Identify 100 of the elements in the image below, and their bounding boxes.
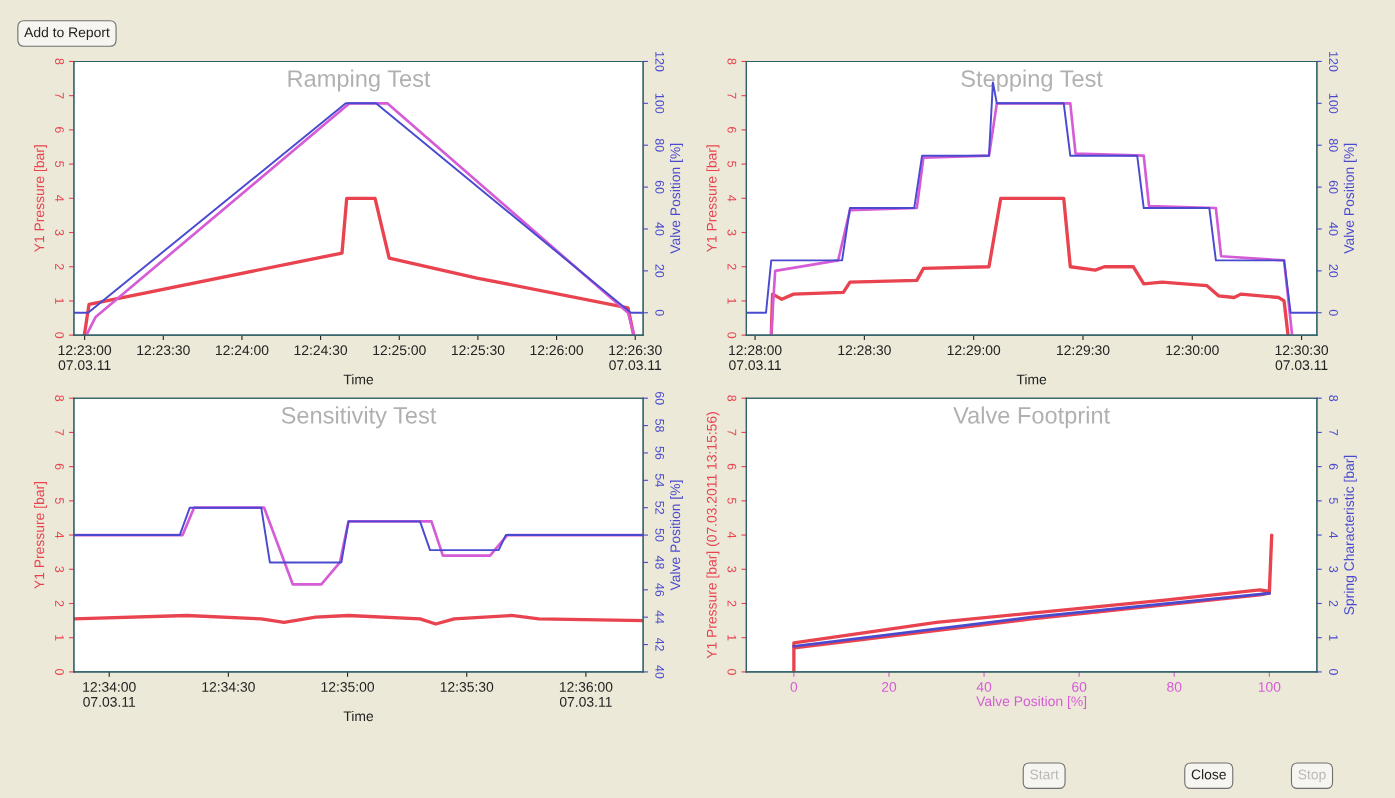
x-axis-title: Time [343,710,374,722]
y2-tick-label: 120 [1329,51,1338,72]
y2-tick-label: 5 [1329,497,1338,504]
x-tick-label: 12:34:00 07.03.11 [83,682,136,707]
chart-title: Sensitivity Test [281,406,437,429]
y2-tick-label: 2 [1329,600,1338,607]
y2-tick-label: 58 [655,419,665,432]
y-tick-label: 7 [55,92,64,99]
y-tick-label: 1 [727,298,737,304]
y2-tick-label: 52 [655,501,665,515]
y-tick-label: 1 [55,298,64,304]
y-tick-label: 8 [55,395,64,402]
x-tick-label: 12:30:00 [1166,345,1219,356]
y-axis-title: Y1 Pressure [bar] (07.03.2011 13:15:56) [706,412,720,659]
y-tick-label: 0 [727,332,737,339]
y2-tick-label: 100 [1329,93,1338,114]
x-tick-label: 12:36:00 07.03.11 [559,682,613,707]
y-tick-label: 5 [727,497,737,504]
x-tick-label: 40 [976,682,992,692]
y2-tick-label: 120 [655,51,665,72]
y2-tick-label: 42 [655,637,665,651]
y2-axis-title: Spring Characteristic [bar] [1343,455,1357,615]
y-tick-label: 0 [55,668,64,675]
x-tick-label: 12:25:30 [451,345,505,356]
y2-tick-label: 0 [655,309,665,316]
y2-tick-label: 60 [655,391,665,405]
y-tick-label: 3 [55,229,64,236]
y-tick-label: 4 [727,531,737,539]
y-tick-label: 2 [55,600,64,607]
x-tick-label: 60 [1072,682,1087,692]
y-tick-label: 5 [55,161,64,168]
x-tick-label: 12:29:30 [1057,345,1110,356]
chart-title: Valve Footprint [953,406,1110,429]
y2-tick-label: 20 [1329,264,1338,278]
x-tick-label: 12:24:00 [215,345,269,356]
text: Close [1191,769,1226,780]
y2-tick-label: 40 [655,222,665,236]
y2-tick-label: 0 [1329,668,1338,675]
y2-tick-label: 8 [1329,395,1338,402]
y2-tick-label: 100 [655,93,665,114]
y2-axis-title: Valve Position [%] [1343,143,1357,254]
x-tick-label: 12:28:00 07.03.11 [729,345,782,371]
y2-axis-title: Valve Position [%] [670,480,683,591]
y-tick-label: 3 [727,566,737,573]
x-tick-label: 12:30:30 07.03.11 [1275,345,1329,371]
x-tick-label: 12:29:00 [947,345,1001,356]
y2-tick-label: 6 [1329,463,1338,470]
y-tick-label: 2 [727,263,737,270]
y2-tick-label: 60 [1329,180,1338,194]
x-axis-title: Time [1016,374,1047,385]
y2-tick-label: 1 [1329,635,1338,641]
x-axis-title: Valve Position [%] [976,695,1087,709]
y2-tick-label: 48 [655,555,665,569]
y-axis-title: Y1 Pressure [bar] [34,482,47,589]
y2-tick-label: 44 [655,610,665,624]
x-axis-title: Time [343,374,374,385]
y-tick-label: 0 [55,332,64,339]
x-tick-label: 100 [1258,682,1281,692]
y2-tick-label: 54 [655,473,665,487]
y-tick-label: 7 [55,429,64,436]
y2-tick-label: 3 [1329,566,1338,573]
y2-tick-label: 0 [1329,309,1338,316]
x-tick-label: 12:35:00 [321,682,375,692]
y2-tick-label: 40 [655,665,665,679]
y-tick-label: 2 [727,600,737,607]
y2-tick-label: 7 [1329,429,1338,436]
y-tick-label: 4 [55,195,64,202]
y-tick-label: 6 [55,463,64,470]
y-tick-label: 6 [55,127,64,133]
text: Stop [1298,769,1326,783]
y-tick-label: 5 [55,497,64,504]
x-tick-label: 20 [881,682,897,692]
y-tick-label: 6 [727,127,737,133]
x-tick-label: 12:28:30 [838,345,891,356]
y-tick-label: 1 [55,635,64,641]
y2-tick-label: 50 [655,528,665,542]
y-tick-label: 2 [55,263,64,270]
y-tick-label: 4 [727,195,737,202]
x-tick-label: 0 [790,682,798,692]
y2-tick-label: 4 [1329,531,1338,539]
y-tick-label: 8 [727,58,737,65]
x-tick-label: 12:23:00 07.03.11 [58,345,112,371]
y-tick-label: 8 [55,58,64,65]
y-tick-label: 0 [727,668,737,675]
y2-tick-label: 20 [655,264,665,278]
text: Start [1030,769,1059,780]
y2-axis-title: Valve Position [%] [670,143,683,254]
y2-tick-label: 56 [655,446,665,460]
x-tick-label: 12:23:30 [137,345,190,356]
y-axis-title: Y1 Pressure [bar] [706,145,720,253]
x-tick-label: 12:34:30 [202,682,255,692]
y2-tick-label: 46 [655,583,665,597]
y2-tick-label: 80 [655,138,665,152]
y-tick-label: 7 [727,92,737,99]
y-tick-label: 7 [727,429,737,436]
x-tick-label: 12:25:00 [373,345,426,356]
x-tick-label: 12:35:30 [440,682,494,692]
chart-title: Stepping Test [961,69,1103,92]
y2-tick-label: 80 [1329,138,1338,152]
y-axis-title: Y1 Pressure [bar] [34,145,47,253]
